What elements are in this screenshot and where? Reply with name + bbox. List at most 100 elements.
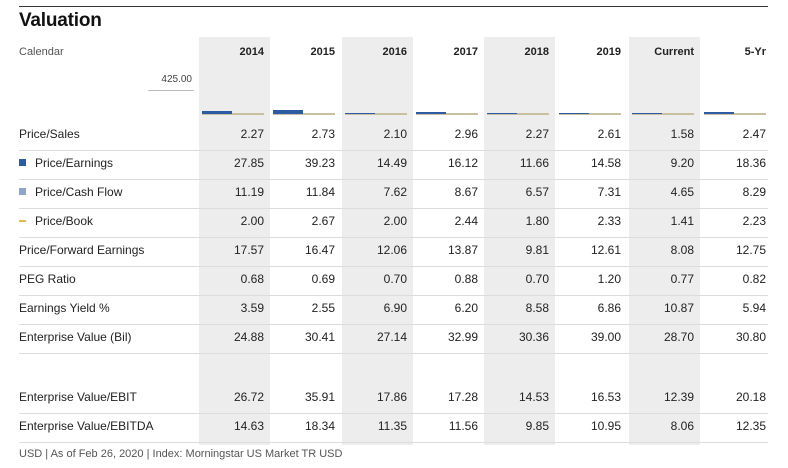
table-cell: 2.55 — [311, 301, 335, 315]
table-cell: 2.47 — [742, 127, 766, 141]
table-cell: 32.99 — [447, 330, 478, 344]
chart-bar-price-earnings — [704, 112, 734, 114]
table-cell: 13.87 — [447, 243, 478, 257]
chart-bar-price-earnings — [202, 111, 232, 114]
table-cell: 30.41 — [304, 330, 335, 344]
table-cell: 10.95 — [590, 419, 621, 433]
table-cell: 1.58 — [670, 127, 694, 141]
row-label: PEG Ratio — [19, 272, 76, 286]
column-header-2019: 2019 — [596, 46, 621, 58]
row-label-text: Earnings Yield % — [19, 301, 110, 315]
row-label-text: Price/Book — [35, 214, 94, 228]
table-cell: 2.10 — [383, 127, 407, 141]
section-title: Valuation — [19, 10, 102, 31]
table-cell: 10.87 — [663, 301, 694, 315]
table-cell: 12.61 — [590, 243, 621, 257]
table-cell: 12.35 — [735, 419, 766, 433]
row-divider — [19, 413, 768, 414]
table-cell: 17.28 — [447, 390, 478, 404]
chart-bar-price-earnings — [416, 112, 446, 114]
row-label: Price/Sales — [19, 127, 80, 141]
table-cell: 14.58 — [590, 156, 621, 170]
table-cell: 9.85 — [525, 419, 549, 433]
column-header-2016: 2016 — [382, 46, 407, 58]
table-cell: 18.34 — [304, 419, 335, 433]
chart-bar-price-earnings — [273, 110, 303, 114]
table-cell: 0.88 — [454, 272, 478, 286]
row-divider — [19, 295, 768, 296]
table-cell: 39.00 — [590, 330, 621, 344]
table-cell: 5.94 — [742, 301, 766, 315]
table-cell: 2.23 — [742, 214, 766, 228]
table-cell: 0.77 — [670, 272, 694, 286]
row-label: Enterprise Value/EBITDA — [19, 419, 154, 433]
table-cell: 0.70 — [525, 272, 549, 286]
table-cell: 18.36 — [735, 156, 766, 170]
chart-baseline — [632, 113, 694, 115]
table-cell: 0.68 — [240, 272, 264, 286]
row-label: Enterprise Value/EBIT — [19, 390, 137, 404]
table-cell: 2.44 — [454, 214, 478, 228]
row-divider — [19, 150, 768, 151]
table-cell: 8.29 — [742, 185, 766, 199]
table-cell: 14.53 — [518, 390, 549, 404]
table-cell: 39.23 — [304, 156, 335, 170]
row-divider — [19, 324, 768, 325]
table-cell: 3.59 — [240, 301, 264, 315]
column-header-2018: 2018 — [524, 46, 549, 58]
table-cell: 2.00 — [383, 214, 407, 228]
row-divider — [19, 179, 768, 180]
row-label: Earnings Yield % — [19, 301, 110, 315]
table-cell: 27.85 — [233, 156, 264, 170]
column-shade — [484, 37, 555, 445]
row-label: Price/Forward Earnings — [19, 243, 144, 257]
column-header-2014: 2014 — [239, 46, 264, 58]
table-cell: 6.57 — [525, 185, 549, 199]
chart-bar-price-earnings — [559, 113, 589, 114]
table-cell: 27.14 — [376, 330, 407, 344]
chart-baseline — [487, 113, 549, 115]
column-header-current: Current — [654, 46, 694, 58]
table-cell: 30.80 — [735, 330, 766, 344]
chart-baseline — [345, 113, 407, 115]
table-cell: 2.00 — [240, 214, 264, 228]
table-cell: 6.20 — [454, 301, 478, 315]
column-shade — [199, 37, 270, 445]
row-label-text: Price/Forward Earnings — [19, 243, 145, 257]
table-cell: 14.49 — [376, 156, 407, 170]
table-cell: 6.86 — [597, 301, 621, 315]
legend-marker-icon — [19, 159, 26, 166]
table-cell: 1.80 — [525, 214, 549, 228]
table-cell: 2.73 — [311, 127, 335, 141]
chart-max-label: 425.00 — [148, 69, 194, 91]
row-divider — [19, 208, 768, 209]
column-header-2017: 2017 — [453, 46, 478, 58]
table-cell: 2.61 — [597, 127, 621, 141]
table-cell: 2.27 — [525, 127, 549, 141]
table-cell: 0.82 — [742, 272, 766, 286]
table-cell: 12.75 — [735, 243, 766, 257]
table-cell: 11.19 — [234, 185, 264, 199]
footer-note: USD | As of Feb 26, 2020 | Index: Mornin… — [19, 448, 343, 460]
row-divider — [19, 237, 768, 238]
table-cell: 17.57 — [233, 243, 264, 257]
table-cell: 12.39 — [663, 390, 694, 404]
table-cell: 8.08 — [670, 243, 694, 257]
table-cell: 12.06 — [376, 243, 407, 257]
chart-baseline — [704, 113, 766, 115]
table-cell: 26.72 — [233, 390, 264, 404]
table-cell: 6.90 — [383, 301, 407, 315]
chart-baseline — [273, 113, 335, 115]
table-cell: 9.20 — [670, 156, 694, 170]
row-label-text: Enterprise Value/EBITDA — [19, 419, 154, 433]
column-shade — [342, 37, 413, 445]
table-cell: 11.35 — [377, 419, 407, 433]
table-cell: 24.88 — [233, 330, 264, 344]
row-label: Price/Cash Flow — [19, 185, 122, 199]
table-cell: 11.56 — [448, 419, 478, 433]
table-cell: 30.36 — [518, 330, 549, 344]
table-cell: 17.86 — [376, 390, 407, 404]
table-cell: 14.63 — [233, 419, 264, 433]
chart-bar-price-earnings — [632, 113, 662, 114]
legend-marker-icon — [19, 220, 26, 222]
